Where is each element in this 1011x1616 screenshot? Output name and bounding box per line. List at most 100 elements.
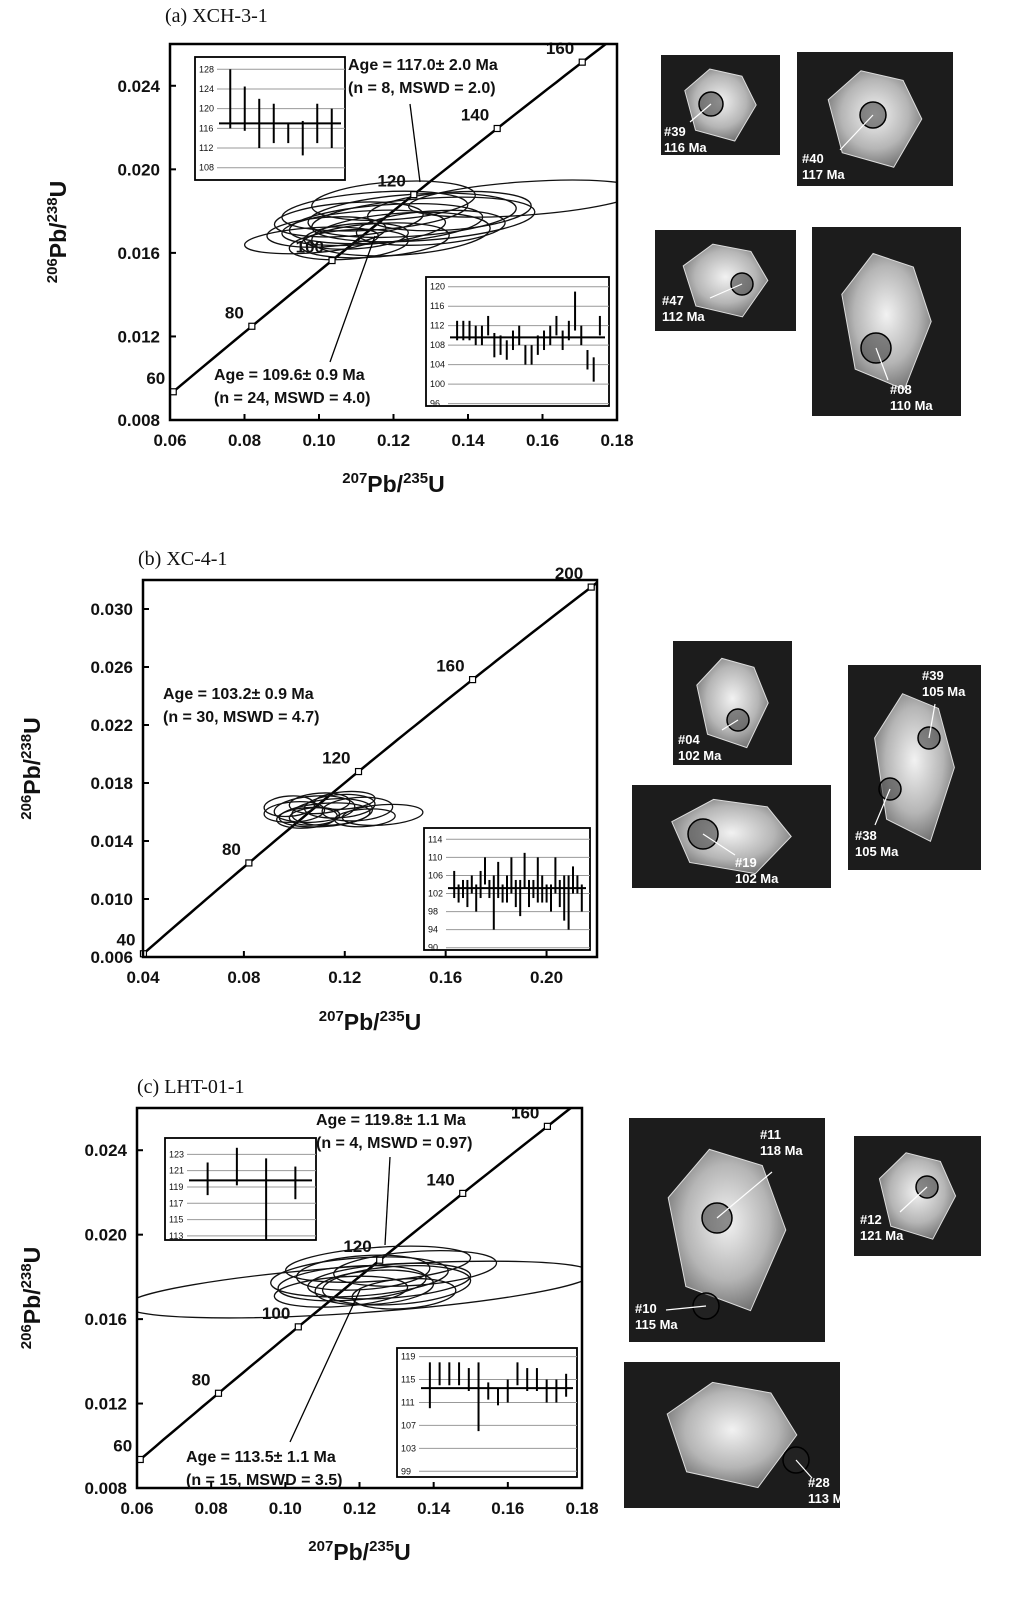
axis-title-part: 206	[44, 258, 61, 283]
inset-tick-label: 117	[169, 1198, 183, 1208]
spot-id: #38	[855, 828, 877, 843]
inset-tick-label: 99	[401, 1466, 411, 1476]
x-axis-title: 207Pb/235U	[319, 1008, 421, 1035]
cl-image: #08110 Ma	[812, 227, 961, 416]
axis-title-part: Pb/	[344, 1009, 380, 1035]
axis-title-part: Pb/	[19, 1288, 45, 1324]
spot-id: #39	[922, 668, 944, 683]
axis-title-part: 207	[319, 1008, 344, 1025]
axis-title-part: U	[19, 717, 45, 734]
spot-id: #04	[678, 732, 700, 747]
axis-title-part: 235	[369, 1538, 394, 1555]
x-tick-label: 0.16	[526, 431, 559, 450]
axis-title-part: 207	[342, 470, 367, 487]
spot-age: 118 Ma	[760, 1143, 803, 1158]
spot-age: 110 Ma	[890, 398, 933, 413]
y-tick-label: 0.014	[90, 832, 133, 851]
spot-id: #47	[662, 293, 684, 308]
age-marker	[356, 769, 362, 775]
leader-line	[385, 1157, 390, 1245]
x-tick-label: 0.14	[451, 431, 485, 450]
inset: 108112116120124128	[195, 57, 345, 180]
age-label: 140	[461, 105, 489, 124]
cl-image: #40117 Ma	[797, 52, 953, 186]
inset-tick-label: 112	[199, 143, 213, 153]
age-marker	[544, 1123, 550, 1129]
spot-id: #11	[760, 1127, 781, 1142]
inset-tick-label: 114	[428, 834, 442, 844]
y-tick-label: 0.012	[84, 1395, 127, 1414]
x-tick-label: 0.16	[429, 968, 462, 987]
cl-image: #12121 Ma	[854, 1136, 981, 1256]
inset-tick-label: 116	[199, 123, 213, 133]
age-label: 40	[117, 931, 136, 950]
axis-title-part: U	[405, 1009, 422, 1035]
axis-title-part: Pb/	[19, 758, 45, 794]
cl-image: #19102 Ma	[632, 785, 831, 888]
inset: 96100104108112116120	[426, 277, 609, 409]
y-tick-label: 0.006	[90, 948, 133, 967]
x-axis-title: 207Pb/235U	[308, 1538, 410, 1565]
panel-title: (a) XCH-3-1	[165, 5, 268, 27]
age-marker	[215, 1390, 221, 1396]
inset-tick-label: 119	[169, 1182, 183, 1192]
inset-tick-label: 116	[430, 301, 444, 311]
error-ellipse	[351, 1275, 457, 1312]
x-tick-label: 0.12	[328, 968, 361, 987]
y-tick-label: 0.020	[84, 1226, 127, 1245]
axis-title-part: U	[394, 1539, 411, 1565]
spot-age: 105 Ma	[855, 844, 899, 859]
age-label: 140	[426, 1170, 454, 1189]
age-label: 100	[296, 238, 324, 257]
inset-tick-label: 110	[428, 852, 442, 862]
inset-tick-label: 115	[401, 1375, 415, 1385]
axis-title-part: 238	[18, 734, 35, 759]
spot-age: 102 Ma	[735, 871, 779, 886]
x-tick-label: 0.10	[269, 1499, 302, 1518]
inset-tick-label: 123	[169, 1149, 184, 1159]
stats-annotation: (n = 4, MSWD = 0.97)	[316, 1135, 472, 1152]
y-tick-label: 0.026	[90, 658, 133, 677]
age-label: 120	[377, 172, 405, 191]
x-axis-title: 207Pb/235U	[342, 470, 444, 497]
x-tick-label: 0.16	[491, 1499, 524, 1518]
y-tick-label: 0.016	[117, 244, 160, 263]
axis-title-part: U	[45, 181, 71, 198]
cl-image: #04102 Ma	[673, 641, 792, 765]
spot-age: 113 Ma	[808, 1491, 851, 1506]
spot-id: #12	[860, 1212, 882, 1227]
age-marker	[295, 1324, 301, 1330]
age-label: 80	[222, 840, 241, 859]
inset-tick-label: 108	[199, 163, 214, 173]
figure: (a) XCH-3-10.060.080.100.120.140.160.180…	[0, 0, 1011, 1616]
x-tick-label: 0.06	[120, 1499, 153, 1518]
stats-annotation: (n = 24, MSWD = 4.0)	[214, 390, 370, 407]
axis-title-part: U	[19, 1247, 45, 1264]
age-annotation: Age = 113.5± 1.1 Ma	[186, 1449, 336, 1466]
y-tick-label: 0.022	[90, 716, 133, 735]
age-annotation: Age = 119.8± 1.1 Ma	[316, 1112, 466, 1129]
spot-id: #39	[664, 124, 686, 139]
age-label: 120	[322, 749, 350, 768]
spot-age: 115 Ma	[635, 1317, 678, 1332]
age-label: 120	[343, 1237, 371, 1256]
inset-tick-label: 94	[428, 925, 438, 935]
y-tick-label: 0.008	[117, 411, 160, 430]
x-tick-label: 0.08	[195, 1499, 228, 1518]
y-axis-title: 206Pb/238U	[18, 717, 45, 819]
inset-tick-label: 111	[401, 1397, 415, 1407]
inset-tick-label: 119	[401, 1352, 415, 1362]
spot-age: 117 Ma	[802, 167, 845, 182]
inset: 113115117119121123	[165, 1138, 316, 1241]
y-tick-label: 0.020	[117, 160, 160, 179]
age-marker	[579, 59, 585, 65]
axis-title-part: 238	[18, 1263, 35, 1288]
age-marker	[246, 860, 252, 866]
x-tick-label: 0.10	[302, 431, 335, 450]
x-tick-label: 0.08	[227, 968, 260, 987]
inset-frame	[165, 1138, 316, 1240]
inset-tick-label: 96	[430, 399, 440, 409]
panel-title: (c) LHT-01-1	[137, 1076, 245, 1098]
